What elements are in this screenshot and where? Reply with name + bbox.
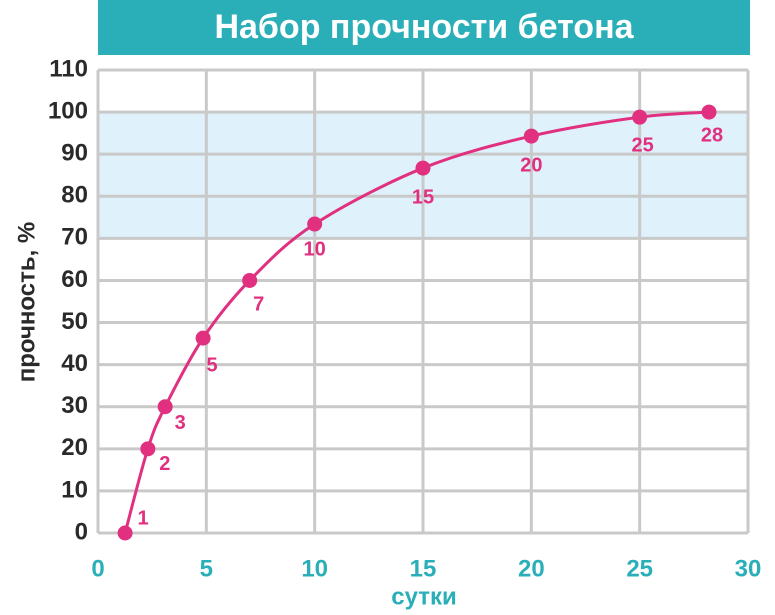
- series-line: [123, 110, 710, 534]
- y-tick-label: 0: [75, 518, 88, 545]
- y-axis-label: прочность, %: [13, 222, 40, 383]
- data-point: [632, 109, 648, 125]
- point-label: 1: [138, 507, 149, 529]
- data-point: [140, 441, 156, 457]
- point-label: 28: [701, 124, 723, 146]
- x-tick-label: 15: [410, 555, 437, 582]
- point-label: 10: [304, 238, 326, 260]
- y-tick-label: 50: [61, 308, 88, 335]
- x-tick-label: 0: [91, 555, 104, 582]
- y-tick-label: 80: [61, 182, 88, 209]
- y-tick-label: 10: [61, 476, 88, 503]
- data-point: [701, 104, 717, 120]
- x-tick-label: 25: [626, 555, 653, 582]
- y-tick-label: 20: [61, 434, 88, 461]
- y-tick-label: 90: [61, 140, 88, 167]
- data-point: [307, 216, 323, 232]
- point-label: 2: [159, 453, 170, 475]
- x-tick-label: 20: [518, 555, 545, 582]
- y-tick-label: 100: [48, 97, 88, 124]
- data-point: [157, 399, 173, 415]
- y-tick-label: 110: [49, 55, 88, 82]
- title-banner: [98, 0, 750, 55]
- data-point: [242, 272, 258, 288]
- point-label: 3: [175, 412, 186, 434]
- point-label: 5: [207, 354, 218, 376]
- data-point: [523, 128, 539, 144]
- point-label: 7: [253, 294, 264, 316]
- x-tick-label: 30: [735, 555, 762, 582]
- x-tick-label: 5: [200, 555, 213, 582]
- data-point: [117, 525, 133, 541]
- data-point: [415, 160, 431, 176]
- y-tick-label: 30: [61, 392, 88, 419]
- y-tick-label: 40: [61, 350, 88, 377]
- chart-title: Набор прочности бетона: [214, 8, 634, 46]
- data-point: [195, 330, 211, 346]
- point-label: 25: [632, 134, 654, 156]
- point-label: 20: [520, 154, 542, 176]
- y-tick-label: 70: [61, 224, 88, 251]
- point-label: 15: [412, 186, 434, 208]
- x-tick-label: 10: [301, 555, 328, 582]
- x-axis-label: сутки: [391, 583, 457, 610]
- y-tick-label: 60: [61, 266, 88, 293]
